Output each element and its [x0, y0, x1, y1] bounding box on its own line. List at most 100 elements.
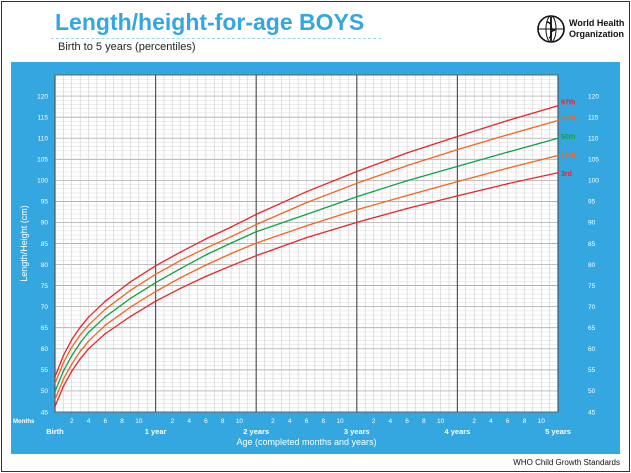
data-point-3rd: [255, 254, 257, 257]
y-tick-label-right: 110: [588, 135, 599, 142]
y-tick-label-left: 65: [41, 325, 49, 332]
x-month-tick-label: 4: [187, 418, 191, 425]
data-point-3rd: [356, 221, 358, 224]
data-point-15th: [356, 209, 358, 211]
y-tick-label-left: 120: [37, 93, 48, 100]
data-point-97th: [180, 251, 182, 253]
data-point-50th: [79, 342, 81, 344]
data-point-15th: [406, 194, 408, 197]
x-month-tick-label: 8: [321, 418, 325, 425]
x-month-tick-label: 2: [472, 418, 476, 425]
x-month-tick-label: 8: [221, 418, 225, 425]
x-corner-label: Months: [13, 419, 35, 425]
percentile-label-85th: 85th: [561, 115, 575, 122]
percentile-label-97th: 97th: [561, 99, 575, 106]
data-point-15th: [230, 252, 232, 255]
data-point-50th: [255, 230, 257, 233]
x-month-tick-label: 6: [305, 418, 309, 425]
data-point-50th: [87, 331, 90, 334]
data-point-97th: [79, 326, 81, 329]
x-month-tick-label: 6: [204, 418, 208, 425]
chart-subtitle: Birth to 5 years (percentiles): [58, 41, 196, 53]
title-divider: [51, 38, 381, 39]
x-month-tick-label: 4: [288, 418, 292, 425]
x-year-label: 5 years: [545, 427, 571, 436]
data-point-97th: [557, 105, 559, 107]
data-point-15th: [54, 398, 56, 401]
x-year-label: 4 years: [444, 427, 470, 436]
percentile-label-3rd: 3rd: [561, 171, 572, 178]
data-point-3rd: [54, 405, 56, 408]
growth-chart-svg: 45 45 50 50 55 55 60 60 65 65 70 70 75 75 80 80 85 85 90 90…: [13, 74, 599, 447]
y-tick-label-right: 95: [588, 199, 596, 206]
data-point-3rd: [71, 370, 73, 372]
data-point-15th: [305, 225, 308, 227]
y-tick-label-right: 75: [588, 283, 596, 290]
y-tick-label-right: 120: [588, 93, 599, 100]
y-tick-label-left: 50: [41, 388, 49, 395]
data-point-97th: [305, 190, 308, 193]
who-logo: World Health Organization: [536, 14, 626, 46]
data-point-97th: [154, 265, 157, 267]
data-point-15th: [104, 324, 107, 327]
data-point-50th: [506, 151, 509, 153]
x-month-tick-label: 4: [389, 418, 393, 425]
x-year-label: 3 years: [344, 427, 370, 436]
data-point-15th: [557, 154, 559, 157]
y-tick-label-right: 85: [588, 241, 596, 248]
y-tick-label-right: 100: [588, 178, 599, 185]
data-point-3rd: [557, 171, 559, 174]
data-point-97th: [255, 213, 257, 216]
x-month-tick-label: 10: [336, 418, 344, 425]
series-line-50th: [54, 137, 559, 392]
data-point-50th: [71, 354, 73, 357]
y-tick-label-right: 45: [588, 409, 596, 416]
x-month-tick-label: 2: [271, 418, 275, 425]
x-year-label: Birth: [46, 427, 64, 436]
y-tick-label-right: 105: [588, 157, 599, 164]
data-point-15th: [205, 264, 207, 266]
data-point-3rd: [154, 300, 157, 302]
data-point-97th: [129, 281, 132, 283]
data-point-85th: [305, 201, 308, 204]
data-point-97th: [104, 300, 107, 302]
data-point-85th: [154, 273, 157, 276]
x-month-tick-label: 8: [120, 418, 124, 425]
data-point-97th: [506, 119, 509, 122]
x-month-tick-label: 2: [372, 418, 376, 425]
data-point-15th: [456, 180, 459, 183]
data-point-97th: [456, 135, 459, 138]
data-point-97th: [230, 226, 232, 228]
y-tick-label-left: 95: [41, 199, 49, 206]
y-tick-label-right: 55: [588, 367, 596, 374]
y-tick-label-left: 110: [38, 135, 49, 142]
data-point-50th: [180, 267, 182, 270]
series-line-85th: [54, 119, 559, 384]
x-month-tick-label: 10: [236, 418, 244, 425]
data-point-3rd: [180, 287, 182, 289]
data-point-3rd: [506, 182, 509, 185]
chart-panel: 45 45 50 50 55 55 60 60 65 65 70 70 75 75 80 80 85 85 90 90…: [11, 62, 620, 454]
data-point-3rd: [87, 348, 90, 350]
x-month-tick-label: 4: [87, 418, 91, 425]
data-point-50th: [230, 242, 232, 244]
data-point-50th: [104, 316, 107, 318]
footer-credit: WHO Child Growth Standards: [513, 458, 620, 467]
x-month-tick-label: 6: [103, 418, 107, 425]
data-point-85th: [406, 164, 408, 167]
data-point-50th: [62, 370, 65, 372]
x-month-tick-label: 8: [422, 418, 426, 425]
y-tick-label-right: 115: [588, 114, 599, 121]
data-point-50th: [356, 195, 358, 198]
data-point-85th: [230, 236, 232, 238]
data-point-50th: [154, 281, 157, 284]
data-point-3rd: [205, 275, 207, 278]
data-point-15th: [506, 167, 509, 169]
data-point-3rd: [79, 358, 81, 360]
data-point-50th: [456, 165, 459, 168]
y-axis-title: Length/Height (cm): [19, 205, 29, 282]
data-point-85th: [104, 308, 107, 310]
data-point-97th: [54, 375, 56, 378]
data-point-50th: [305, 213, 308, 216]
y-tick-label-left: 115: [38, 114, 49, 121]
